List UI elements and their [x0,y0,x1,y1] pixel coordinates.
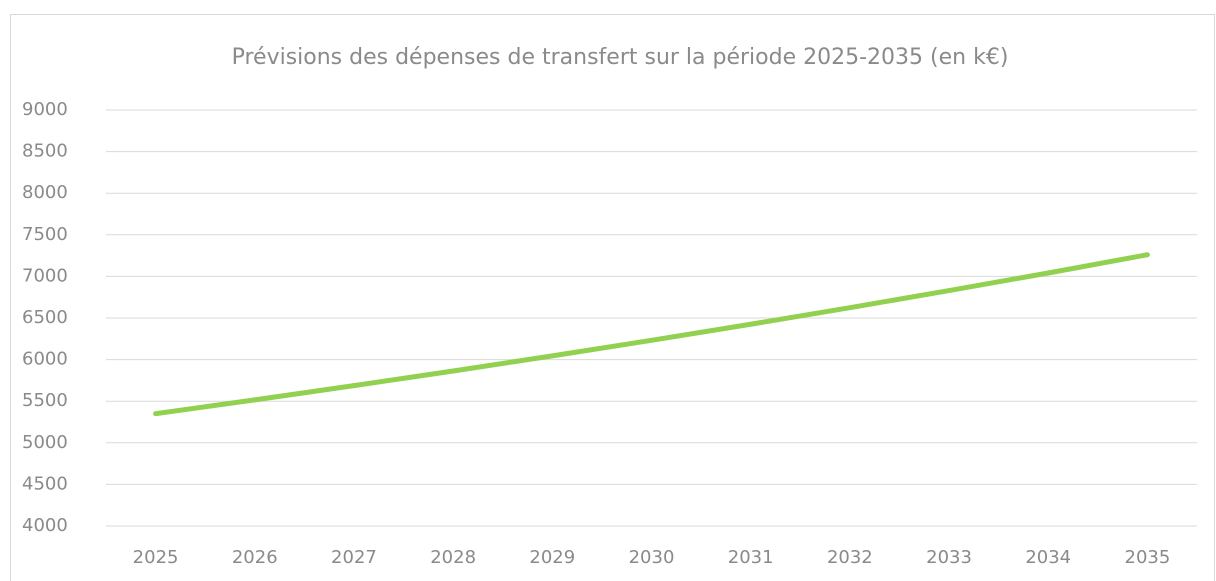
y-tick-label: 8500 [22,141,68,162]
y-tick-label: 7500 [22,224,68,245]
x-tick-label: 2026 [232,547,278,568]
y-tick-label: 4500 [22,473,68,494]
x-tick-label: 2031 [728,547,774,568]
y-tick-label: 5500 [22,390,68,411]
x-tick-label: 2033 [926,547,972,568]
y-tick-label: 6500 [22,307,68,328]
chart-border [10,14,1215,581]
y-tick-label: 7000 [22,265,68,286]
y-tick-label: 5000 [22,432,68,453]
line-series [153,252,1150,417]
x-tick-label: 2030 [629,547,675,568]
y-tick-label: 8000 [22,182,68,203]
y-tick-label: 4000 [22,515,68,536]
y-tick-label: 9000 [22,99,68,120]
x-tick-label: 2032 [827,547,873,568]
chart-title: Prévisions des dépenses de transfert sur… [232,45,1009,70]
x-tick-label: 2028 [430,547,476,568]
x-tick-label: 2029 [529,547,575,568]
x-tick-label: 2034 [1025,547,1071,568]
y-tick-label: 6000 [22,349,68,370]
x-tick-label: 2025 [133,547,179,568]
x-tick-label: 2027 [331,547,377,568]
x-tick-label: 2035 [1125,547,1171,568]
